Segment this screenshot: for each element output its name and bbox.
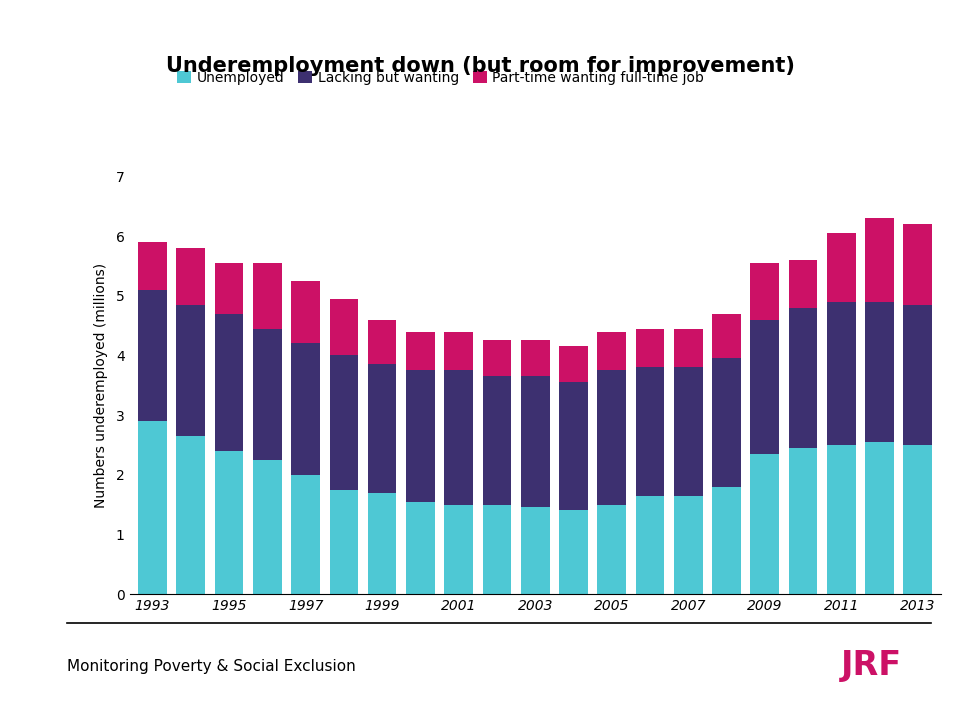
Bar [674,495,703,594]
Bar [674,367,703,495]
Bar [444,505,473,594]
Bar [253,263,281,328]
Bar [559,346,588,382]
Bar [444,331,473,370]
Bar [483,505,512,594]
Bar [215,314,244,451]
Bar [253,460,281,594]
Bar [712,314,741,359]
Bar [789,307,817,448]
Bar [138,289,167,421]
Bar [597,370,626,505]
Bar [253,328,281,460]
Bar [751,320,780,454]
Bar [521,508,549,594]
Bar [368,320,396,364]
Bar [138,421,167,594]
Bar [789,260,817,307]
Bar [597,331,626,370]
Legend: Unemployed, Lacking but wanting, Part-time wanting full-time job: Unemployed, Lacking but wanting, Part-ti… [177,71,704,84]
Bar [406,331,435,370]
Bar [712,359,741,487]
Bar [291,474,320,594]
Bar [291,343,320,474]
Bar [559,510,588,594]
Text: Monitoring Poverty & Social Exclusion: Monitoring Poverty & Social Exclusion [67,659,356,673]
Bar [636,495,664,594]
Bar [368,364,396,492]
Bar [827,445,855,594]
Bar [674,328,703,367]
Bar [177,305,205,436]
Bar [903,305,932,445]
Bar [636,328,664,367]
Y-axis label: Numbers underemployed (millions): Numbers underemployed (millions) [93,263,108,508]
Bar [903,224,932,305]
Bar [406,370,435,502]
Bar [329,490,358,594]
Bar [865,218,894,302]
Bar [827,302,855,445]
Bar [521,377,549,508]
Bar [751,454,780,594]
Bar [597,505,626,594]
Bar [291,281,320,343]
Bar [636,367,664,495]
Bar [215,451,244,594]
Bar [444,370,473,505]
Bar [329,299,358,356]
Bar [865,302,894,442]
Bar [751,263,780,320]
Text: Underemployment down (but room for improvement): Underemployment down (but room for impro… [165,55,795,76]
Bar [827,233,855,302]
Bar [789,448,817,594]
Bar [329,356,358,490]
Bar [559,382,588,510]
Text: JRF: JRF [841,649,902,683]
Bar [521,341,549,377]
Bar [903,445,932,594]
Bar [483,341,512,377]
Bar [865,442,894,594]
Bar [712,487,741,594]
Bar [177,436,205,594]
Bar [406,502,435,594]
Bar [138,242,167,289]
Bar [483,377,512,505]
Bar [177,248,205,305]
Bar [368,492,396,594]
Bar [215,263,244,314]
